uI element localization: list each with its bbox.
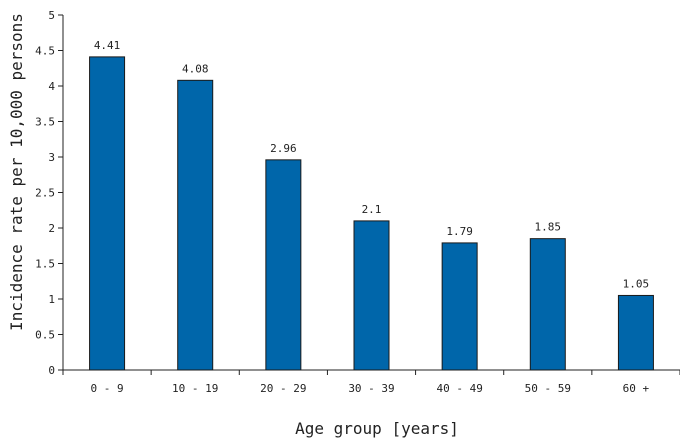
y-tick-label: 4 (48, 80, 55, 93)
y-tick-label: 1 (48, 293, 55, 306)
x-tick-label: 40 - 49 (436, 382, 482, 395)
data-label: 1.05 (623, 277, 650, 290)
x-axis: 0 - 9 10 - 19 20 - 29 30 - 39 40 - 49 50 - 59… (62, 369, 680, 395)
x-tick-label: 0 - 9 (91, 382, 124, 395)
bar (353, 220, 390, 371)
bars-group (89, 56, 654, 371)
data-label: 1.85 (535, 221, 562, 234)
y-tick-label: 1.5 (35, 258, 55, 271)
data-labels-group: 4.41 4.08 2.96 2.1 1.79 1.85 1.05 (94, 39, 649, 291)
y-tick-label: 5 (48, 9, 55, 22)
y-tick-label: 3 (48, 151, 55, 164)
data-label: 2.96 (270, 142, 297, 155)
bar (529, 238, 566, 371)
y-tick-label: 0.5 (35, 329, 55, 342)
data-label: 4.41 (94, 39, 121, 52)
x-tick-label: 50 - 59 (525, 382, 571, 395)
x-tick-label: 60 + (623, 382, 650, 395)
bar (89, 56, 126, 371)
y-axis: 0 0.5 1 1.5 2 2.5 3 3.5 4 4.5 5 (35, 9, 64, 377)
bar (265, 159, 302, 371)
x-axis-title: Age group [years] (295, 419, 459, 438)
bar (177, 79, 214, 371)
data-label: 1.79 (446, 225, 473, 238)
x-tick-label: 10 - 19 (172, 382, 218, 395)
data-label: 2.1 (362, 203, 382, 216)
data-label: 4.08 (182, 62, 209, 75)
y-axis-title: Incidence rate per 10,000 persons (7, 13, 26, 331)
y-tick-label: 0 (48, 364, 55, 377)
y-tick-label: 3.5 (35, 116, 55, 129)
y-tick-label: 2 (48, 222, 55, 235)
y-tick-label: 4.5 (35, 45, 55, 58)
bar (617, 294, 654, 371)
bar (441, 242, 478, 371)
y-tick-label: 2.5 (35, 187, 55, 200)
x-tick-label: 30 - 39 (348, 382, 394, 395)
x-tick-label: 20 - 29 (260, 382, 306, 395)
